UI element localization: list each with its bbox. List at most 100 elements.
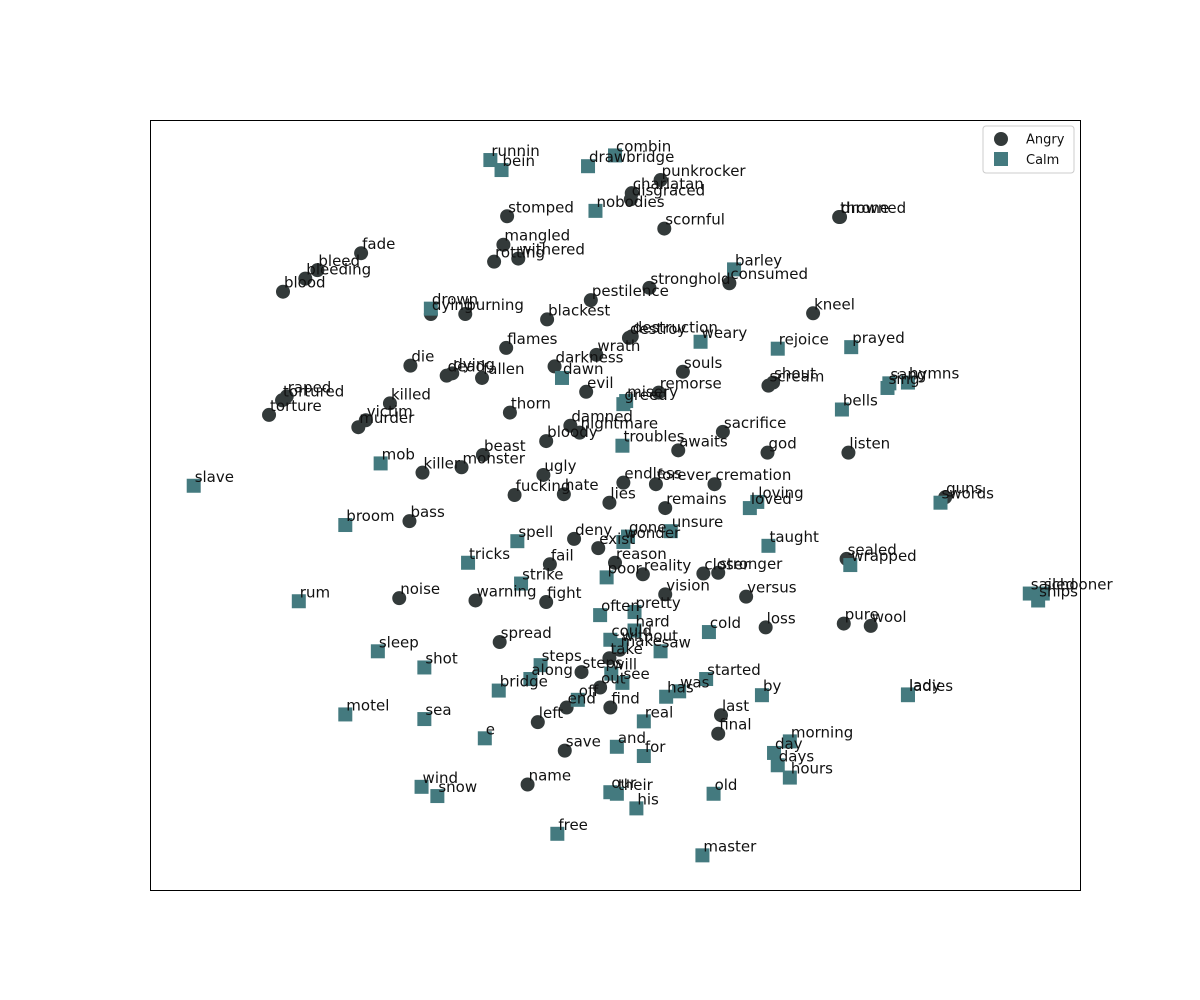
point-label: closer xyxy=(704,556,750,574)
point-label: will xyxy=(612,656,637,674)
calm-point xyxy=(570,692,585,707)
angry-point xyxy=(806,306,821,321)
angry-point xyxy=(275,393,290,408)
point-label: bloody xyxy=(547,423,598,441)
angry-point xyxy=(722,276,737,291)
point-label: loss xyxy=(767,609,796,627)
angry-point xyxy=(624,329,639,344)
point-label: killer xyxy=(423,455,460,473)
point-label: unsure xyxy=(672,513,723,531)
point-label: cold xyxy=(710,614,741,632)
point-label: remorse xyxy=(660,375,722,393)
point-label: ladies xyxy=(909,677,953,695)
calm-point xyxy=(483,153,498,168)
angry-point xyxy=(475,370,490,385)
point-label: murder xyxy=(359,409,415,427)
angry-point xyxy=(657,221,672,236)
point-label: sea xyxy=(425,701,451,719)
point-label: stronger xyxy=(719,555,783,573)
point-label: for xyxy=(645,738,666,756)
point-label: wool xyxy=(872,608,907,626)
calm-point xyxy=(636,714,651,729)
point-label: has xyxy=(667,679,694,697)
point-label: reason xyxy=(616,545,667,563)
angry-point xyxy=(603,700,618,715)
legend-calm-marker xyxy=(994,152,1008,166)
calm-point xyxy=(699,672,714,687)
angry-point xyxy=(310,263,325,278)
angry-point xyxy=(487,254,502,269)
calm-point xyxy=(767,745,782,760)
angry-point xyxy=(836,616,851,631)
point-label: pestilence xyxy=(592,282,669,300)
point-label: destroy xyxy=(630,320,686,338)
point-label: destruction xyxy=(633,318,718,336)
angry-point xyxy=(556,487,571,502)
point-label: die xyxy=(411,348,434,366)
point-label: souls xyxy=(684,354,723,372)
calm-point xyxy=(880,380,895,395)
point-label: steps xyxy=(542,647,582,665)
point-label: fucking xyxy=(516,477,571,495)
calm-point xyxy=(615,438,630,453)
angry-point xyxy=(539,434,554,449)
point-label: loved xyxy=(751,490,792,508)
point-label: saw xyxy=(662,633,691,651)
calm-point xyxy=(338,707,353,722)
point-label: endless xyxy=(624,465,681,483)
point-label: pure xyxy=(845,606,879,624)
calm-point xyxy=(627,605,642,620)
calm-point xyxy=(608,148,622,163)
point-label: flames xyxy=(507,330,557,348)
calm-point xyxy=(663,524,678,539)
point-label: shot xyxy=(425,649,457,667)
point-label: swords xyxy=(942,485,995,503)
angry-point xyxy=(403,358,418,373)
point-label: was xyxy=(680,673,709,691)
angry-point xyxy=(275,284,290,299)
calm-point xyxy=(900,688,915,703)
calm-point xyxy=(782,734,797,749)
point-label: killed xyxy=(391,385,431,403)
point-label: snow xyxy=(438,778,477,796)
point-label: versus xyxy=(747,579,797,597)
angry-point xyxy=(439,368,454,383)
point-label: kneel xyxy=(814,295,855,313)
point-label: by xyxy=(763,677,782,695)
angry-point xyxy=(707,477,722,492)
legend: Angry Calm xyxy=(982,125,1075,174)
angry-point xyxy=(602,651,617,666)
chart-marks xyxy=(186,148,1050,863)
calm-point xyxy=(417,712,432,727)
angry-point xyxy=(458,307,473,322)
point-label: bass xyxy=(410,503,445,521)
angry-point xyxy=(653,173,668,188)
point-label: combin xyxy=(616,137,671,155)
point-label: could xyxy=(611,622,652,640)
point-label: deny xyxy=(575,521,612,539)
angry-point xyxy=(761,378,776,393)
calm-point xyxy=(695,848,710,863)
point-label: his xyxy=(637,790,659,808)
angry-point xyxy=(658,501,673,516)
angry-point xyxy=(392,591,407,606)
point-label: drowned xyxy=(841,199,906,217)
angry-point xyxy=(841,445,856,460)
angry-point xyxy=(354,246,369,261)
point-label: fallen xyxy=(483,360,525,378)
point-label: along xyxy=(531,661,573,679)
calm-point xyxy=(423,301,438,316)
angry-point xyxy=(739,589,754,604)
point-label: wind xyxy=(423,769,458,787)
angry-point xyxy=(715,424,730,439)
point-label: sing xyxy=(888,370,919,388)
point-label: noise xyxy=(400,580,440,598)
point-label: pretty xyxy=(636,594,681,612)
point-label: awaits xyxy=(679,432,728,450)
angry-point xyxy=(572,425,587,440)
calm-point xyxy=(727,262,742,277)
angry-point xyxy=(539,595,554,610)
point-label: hours xyxy=(791,760,833,778)
